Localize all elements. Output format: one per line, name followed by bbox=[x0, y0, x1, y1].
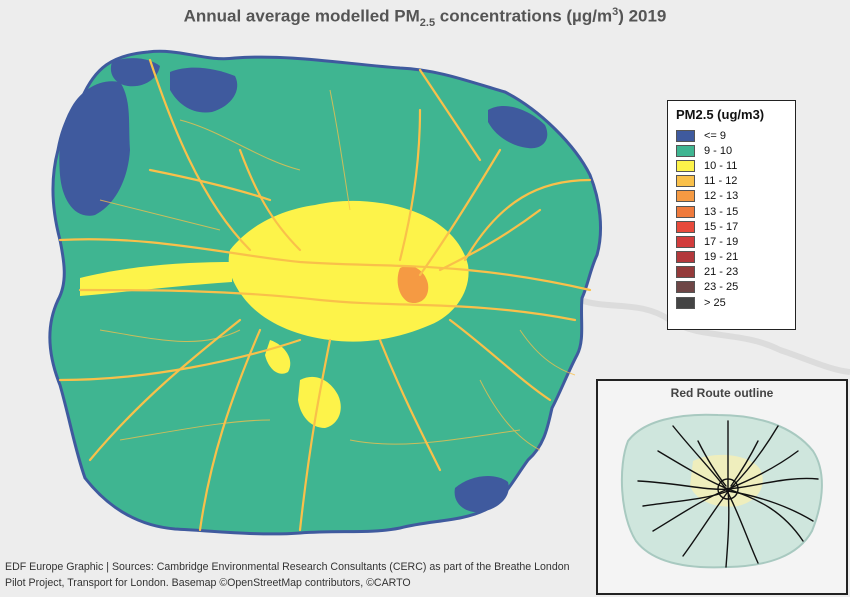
source-credits: EDF Europe Graphic | Sources: Cambridge … bbox=[5, 559, 595, 591]
title-suffix: ) 2019 bbox=[618, 6, 667, 26]
legend-row: <= 9 bbox=[676, 128, 787, 143]
legend-label: > 25 bbox=[704, 296, 726, 309]
legend-label: 21 - 23 bbox=[704, 266, 739, 279]
legend-title: PM2.5 (ug/m3) bbox=[676, 107, 765, 122]
credits-line-2: Pilot Project, Transport for London. Bas… bbox=[5, 577, 411, 589]
basemap-river bbox=[579, 297, 850, 375]
inset-central-hub bbox=[717, 478, 739, 500]
inset-title: Red Route outline bbox=[670, 386, 774, 400]
legend-swatch bbox=[676, 251, 695, 264]
low-pm-zones bbox=[59, 58, 548, 513]
legend-swatch bbox=[676, 281, 695, 294]
road-network bbox=[58, 58, 592, 532]
legend-label: 9 - 10 bbox=[704, 144, 733, 157]
legend-label: 19 - 21 bbox=[704, 251, 739, 264]
legend-row: 19 - 21 bbox=[676, 250, 787, 265]
legend-row: 10 - 11 bbox=[676, 158, 787, 173]
inset-map-graphic bbox=[620, 413, 823, 569]
legend-row: 23 - 25 bbox=[676, 280, 787, 295]
legend-label: <= 9 bbox=[704, 129, 727, 142]
title-subscript: 2.5 bbox=[419, 17, 436, 30]
legend-label: 15 - 17 bbox=[704, 220, 739, 233]
legend-label: 13 - 15 bbox=[704, 205, 739, 218]
legend-rows: <= 9 9 - 10 10 - 11 11 - 12 12 - 13 13 - 15 15… bbox=[676, 128, 787, 310]
legend-swatch bbox=[676, 205, 695, 218]
legend-swatch bbox=[676, 296, 695, 309]
legend-swatch bbox=[676, 235, 695, 248]
legend-swatch bbox=[676, 129, 695, 142]
title-middle: concentrations (µg/m bbox=[435, 6, 613, 26]
credits-line-1: EDF Europe Graphic | Sources: Cambridge … bbox=[5, 561, 570, 573]
legend-swatch bbox=[676, 190, 695, 203]
legend-label: 23 - 25 bbox=[704, 281, 739, 294]
inset-map: Red Route outline bbox=[596, 379, 848, 595]
legend-swatch bbox=[676, 266, 695, 279]
legend-row: 21 - 23 bbox=[676, 265, 787, 280]
title-superscript: 3 bbox=[612, 6, 619, 18]
title-prefix: Annual average modelled PM bbox=[183, 6, 420, 26]
legend-label: 10 - 11 bbox=[704, 159, 738, 172]
legend-row: > 25 bbox=[676, 295, 787, 310]
legend-label: 11 - 12 bbox=[704, 175, 738, 188]
legend-row: 17 - 19 bbox=[676, 234, 787, 249]
map-title: Annual average modelled PM2.5 concentrat… bbox=[0, 6, 850, 29]
legend-swatch bbox=[676, 175, 695, 188]
legend-row: 11 - 12 bbox=[676, 174, 787, 189]
legend-row: 9 - 10 bbox=[676, 143, 787, 158]
legend-swatch bbox=[676, 159, 695, 172]
legend-row: 12 - 13 bbox=[676, 189, 787, 204]
legend-swatch bbox=[676, 144, 695, 157]
inset-red-routes bbox=[637, 420, 819, 568]
legend-row: 13 - 15 bbox=[676, 204, 787, 219]
legend-label: 12 - 13 bbox=[704, 190, 739, 203]
minor-road-network bbox=[99, 89, 576, 451]
legend-row: 15 - 17 bbox=[676, 219, 787, 234]
legend-swatch bbox=[676, 220, 695, 233]
central-pm-zone bbox=[80, 200, 469, 428]
legend: PM2.5 (ug/m3) <= 9 9 - 10 10 - 11 11 - 12 12… bbox=[667, 100, 796, 330]
legend-label: 17 - 19 bbox=[704, 235, 739, 248]
